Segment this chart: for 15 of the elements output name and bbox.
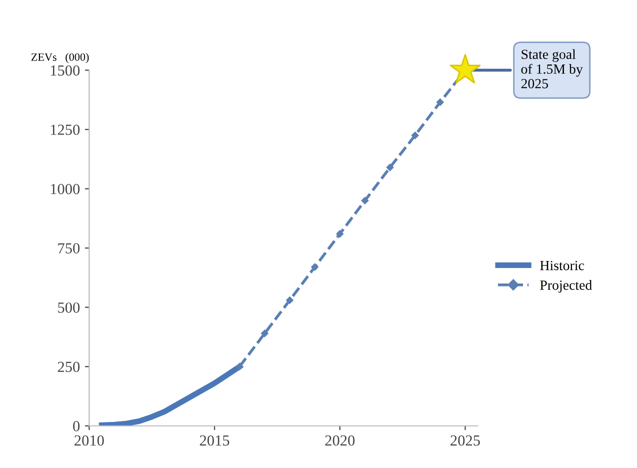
y-tick-label: 500 (58, 302, 80, 313)
y-tick-label: 0 (73, 421, 80, 432)
x-tick-label: 2020 (325, 435, 355, 446)
y-tick-label: 250 (58, 362, 80, 372)
y-tick-label: 1500 (50, 65, 80, 76)
x-tick-label: 2010 (74, 435, 104, 446)
y-tick-label: 1000 (50, 184, 80, 194)
legend-label: Projected (540, 280, 592, 293)
annotation: State goal of 1.5M by 2025 (521, 49, 583, 88)
y-tick-label: 750 (58, 243, 80, 254)
x-tick-label: 2015 (200, 435, 230, 446)
y-axis-title: ZEVs (000) (31, 53, 89, 64)
legend-label: Historic (540, 260, 584, 270)
y-tick-label: 1250 (50, 124, 80, 135)
x-tick-label: 2025 (450, 435, 480, 446)
